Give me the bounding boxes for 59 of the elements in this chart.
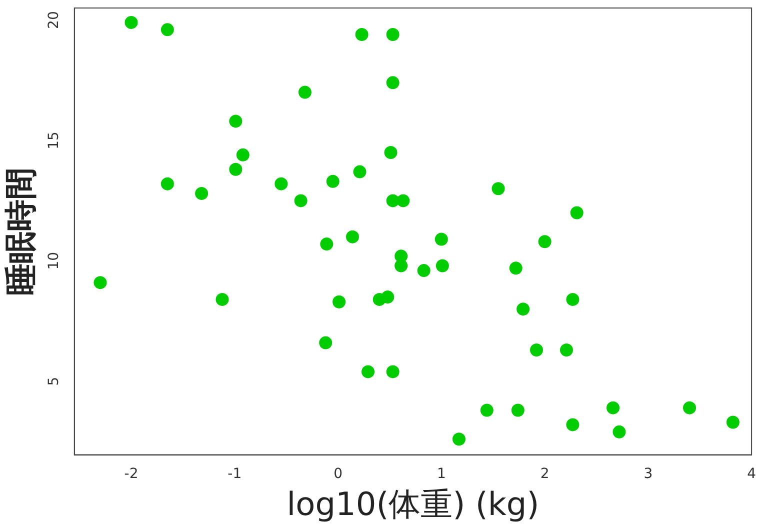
point bbox=[160, 23, 174, 36]
point bbox=[726, 416, 740, 429]
x-tick-label: 0 bbox=[334, 466, 342, 482]
y-tick-label: 10 bbox=[46, 252, 62, 270]
point bbox=[216, 292, 229, 306]
y-tick-label: 20 bbox=[46, 11, 62, 29]
point bbox=[362, 365, 375, 378]
point bbox=[160, 177, 174, 190]
point bbox=[353, 165, 366, 178]
x-tick-label: 2 bbox=[540, 466, 550, 482]
point bbox=[683, 401, 696, 414]
point bbox=[394, 259, 408, 272]
point bbox=[298, 86, 312, 99]
point bbox=[195, 186, 208, 200]
point bbox=[452, 432, 466, 446]
point bbox=[332, 295, 346, 308]
point bbox=[381, 290, 394, 304]
point bbox=[566, 292, 580, 306]
point bbox=[386, 76, 400, 90]
point bbox=[386, 28, 400, 41]
point bbox=[566, 418, 580, 432]
point bbox=[94, 276, 107, 290]
point bbox=[386, 365, 400, 378]
point bbox=[229, 114, 242, 128]
point bbox=[384, 146, 398, 160]
point bbox=[509, 262, 522, 275]
point bbox=[417, 264, 430, 278]
point bbox=[570, 206, 584, 220]
point bbox=[124, 16, 138, 29]
point bbox=[511, 404, 524, 417]
x-tick-label: 4 bbox=[747, 466, 756, 482]
point bbox=[436, 259, 449, 272]
point bbox=[319, 336, 332, 350]
y-axis-title: 睡眠時間 bbox=[2, 167, 40, 296]
point bbox=[236, 148, 250, 162]
x-tick-label: -2 bbox=[124, 466, 138, 482]
y-tick-label: 5 bbox=[46, 376, 62, 386]
point bbox=[326, 174, 340, 188]
point bbox=[516, 302, 530, 316]
point bbox=[612, 425, 626, 438]
point bbox=[346, 230, 359, 244]
point bbox=[355, 28, 368, 41]
point bbox=[229, 162, 242, 176]
point bbox=[560, 344, 573, 357]
point bbox=[396, 194, 410, 208]
x-axis-title: log10(体重) (kg) bbox=[286, 485, 540, 524]
point bbox=[320, 238, 334, 251]
y-tick-label: 15 bbox=[46, 132, 62, 150]
point bbox=[530, 344, 544, 357]
point bbox=[434, 232, 448, 246]
point bbox=[274, 177, 288, 190]
x-tick-label: 1 bbox=[436, 466, 446, 482]
point bbox=[492, 182, 505, 196]
point bbox=[538, 235, 552, 248]
point bbox=[606, 401, 620, 414]
point bbox=[294, 194, 308, 208]
point bbox=[480, 404, 494, 417]
x-tick-label: 3 bbox=[644, 466, 653, 482]
x-tick-label: -1 bbox=[228, 466, 242, 482]
